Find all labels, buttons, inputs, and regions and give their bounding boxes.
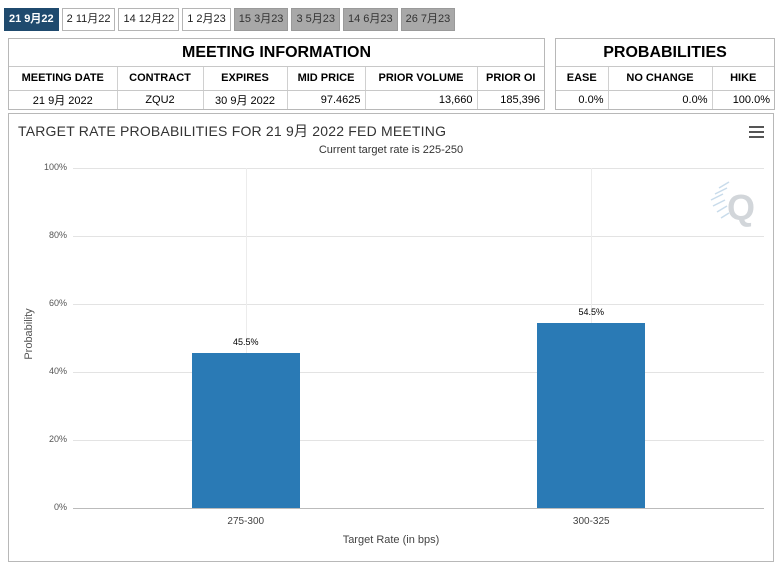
tab-meeting-2[interactable]: 14 12月22 [118,8,180,31]
bar-300-325 [537,322,646,508]
tab-meeting-1[interactable]: 2 11月22 [61,8,116,31]
cell-ease: 0.0% [556,90,609,109]
cell-hike: 100.0% [732,93,770,106]
cell-prior-volume: 13,660 [365,90,478,109]
header-contract: CONTRACT [117,67,204,91]
header-no-change: NO CHANGE [608,67,713,91]
hamburger-menu-icon[interactable] [749,126,764,138]
y-tick-label: 40% [48,366,67,376]
y-gridline [73,440,764,441]
cell-meeting-date: 21 9月 2022 [9,90,118,109]
meeting-tabs: 21 9月22 2 11月22 14 12月22 1 2月23 15 3月23 … [4,8,456,31]
y-tick-label: 0% [53,502,67,512]
header-mid-price: MID PRICE [287,67,366,91]
data-label: 54.5% [578,306,605,317]
meeting-information-table: MEETING DATE CONTRACT EXPIRES MID PRICE … [9,67,544,109]
probabilities-panel: PROBABILITIES EASE NO CHANGE HIKE 0.0% 0… [555,38,775,110]
x-axis-line [73,508,764,509]
tab-meeting-0[interactable]: 21 9月22 [4,8,59,31]
tab-meeting-7[interactable]: 26 7月23 [400,8,456,31]
y-tick-label: 60% [48,298,67,308]
probabilities-table: EASE NO CHANGE HIKE 0.0% 0.0% 100.0% [556,67,774,109]
tab-meeting-3[interactable]: 1 2月23 [182,8,231,31]
bar-275-300 [191,353,300,508]
y-tick-label: 20% [48,434,67,444]
tab-meeting-5[interactable]: 3 5月23 [291,8,340,31]
header-ease: EASE [556,67,609,91]
header-meeting-date: MEETING DATE [9,67,118,91]
y-gridline [73,304,764,305]
y-gridline [73,372,764,373]
y-gridline [73,168,764,169]
y-axis-label: Probability [23,308,35,360]
chart-subtitle: Current target rate is 225-250 [318,144,464,156]
data-label: 45.5% [232,337,259,348]
x-axis-label: Target Rate (in bps) [342,534,440,546]
cell-mid-price: 97.4625 [287,90,366,109]
quikstrike-q-watermark-icon: Q [709,170,759,237]
header-prior-volume: PRIOR VOLUME [365,67,478,91]
svg-text:Q: Q [727,187,755,228]
y-tick-label: 100% [43,162,67,172]
header-hike: HIKE [712,67,774,91]
meeting-information-title: MEETING INFORMATION [9,39,544,67]
cell-prior-oi: 185,396 [500,93,540,106]
header-prior-oi: PRIOR OI [477,67,544,91]
x-gridline [245,168,247,508]
x-tick-label: 275-300 [227,516,265,527]
cell-contract: ZQU2 [117,90,204,109]
tab-meeting-4[interactable]: 15 3月23 [233,8,289,31]
cell-no-change: 0.0% [608,90,713,109]
table-row: 21 9月 2022 ZQU2 30 9月 2022 97.4625 13,66… [9,90,544,109]
chart-title: TARGET RATE PROBABILITIES FOR 21 9月 2022… [18,123,447,139]
table-row: 0.0% 0.0% 100.0% [556,90,774,109]
y-tick-label: 80% [48,230,67,240]
probabilities-title: PROBABILITIES [556,39,774,67]
meeting-information-panel: MEETING INFORMATION MEETING DATE CONTRAC… [8,38,545,110]
x-tick-label: 300-325 [572,516,610,527]
cell-expires: 30 9月 2022 [203,90,288,109]
y-gridline [73,236,764,237]
header-expires: EXPIRES [203,67,288,91]
tab-meeting-6[interactable]: 14 6月23 [342,8,398,31]
target-rate-chart: TARGET RATE PROBABILITIES FOR 21 9月 2022… [8,113,774,562]
